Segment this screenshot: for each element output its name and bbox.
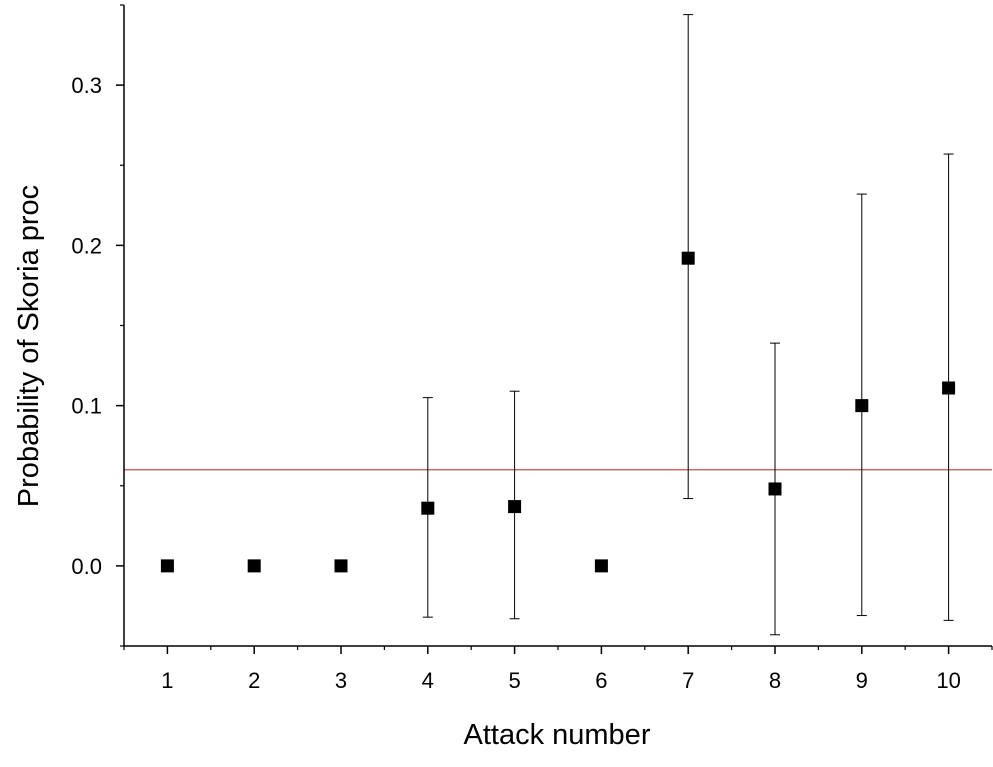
x-tick-label: 3	[335, 668, 347, 693]
x-tick-label: 4	[422, 668, 434, 693]
plot-area	[124, 14, 992, 636]
x-tick-label: 8	[769, 668, 781, 693]
y-tick-label: 0.2	[71, 233, 102, 258]
data-point	[681, 251, 695, 265]
x-tick-label: 2	[248, 668, 260, 693]
y-tick-label: 0.3	[71, 73, 102, 98]
data-point	[334, 559, 348, 573]
y-tick-label: 0.0	[71, 554, 102, 579]
data-point	[855, 399, 869, 413]
x-tick-label: 7	[682, 668, 694, 693]
data-point	[768, 482, 782, 496]
x-axis-title: Attack number	[464, 719, 651, 751]
x-tick-label: 9	[856, 668, 868, 693]
y-axis-title: Probability of Skoria proc	[13, 185, 45, 507]
x-axis: 1 2 3 4 5 6 7 8 9 10	[123, 645, 993, 693]
x-tick-label: 1	[161, 668, 173, 693]
data-point	[508, 500, 522, 514]
data-point	[594, 559, 608, 573]
x-tick-label: 10	[936, 668, 960, 693]
data-point	[247, 559, 261, 573]
x-tick-label: 6	[595, 668, 607, 693]
data-point	[160, 559, 174, 573]
data-point	[942, 381, 956, 395]
x-tick-label: 5	[508, 668, 520, 693]
y-tick-label: 0.1	[71, 394, 102, 419]
data-point	[421, 501, 435, 515]
y-axis: 0.0 0.1 0.2 0.3	[71, 4, 125, 647]
